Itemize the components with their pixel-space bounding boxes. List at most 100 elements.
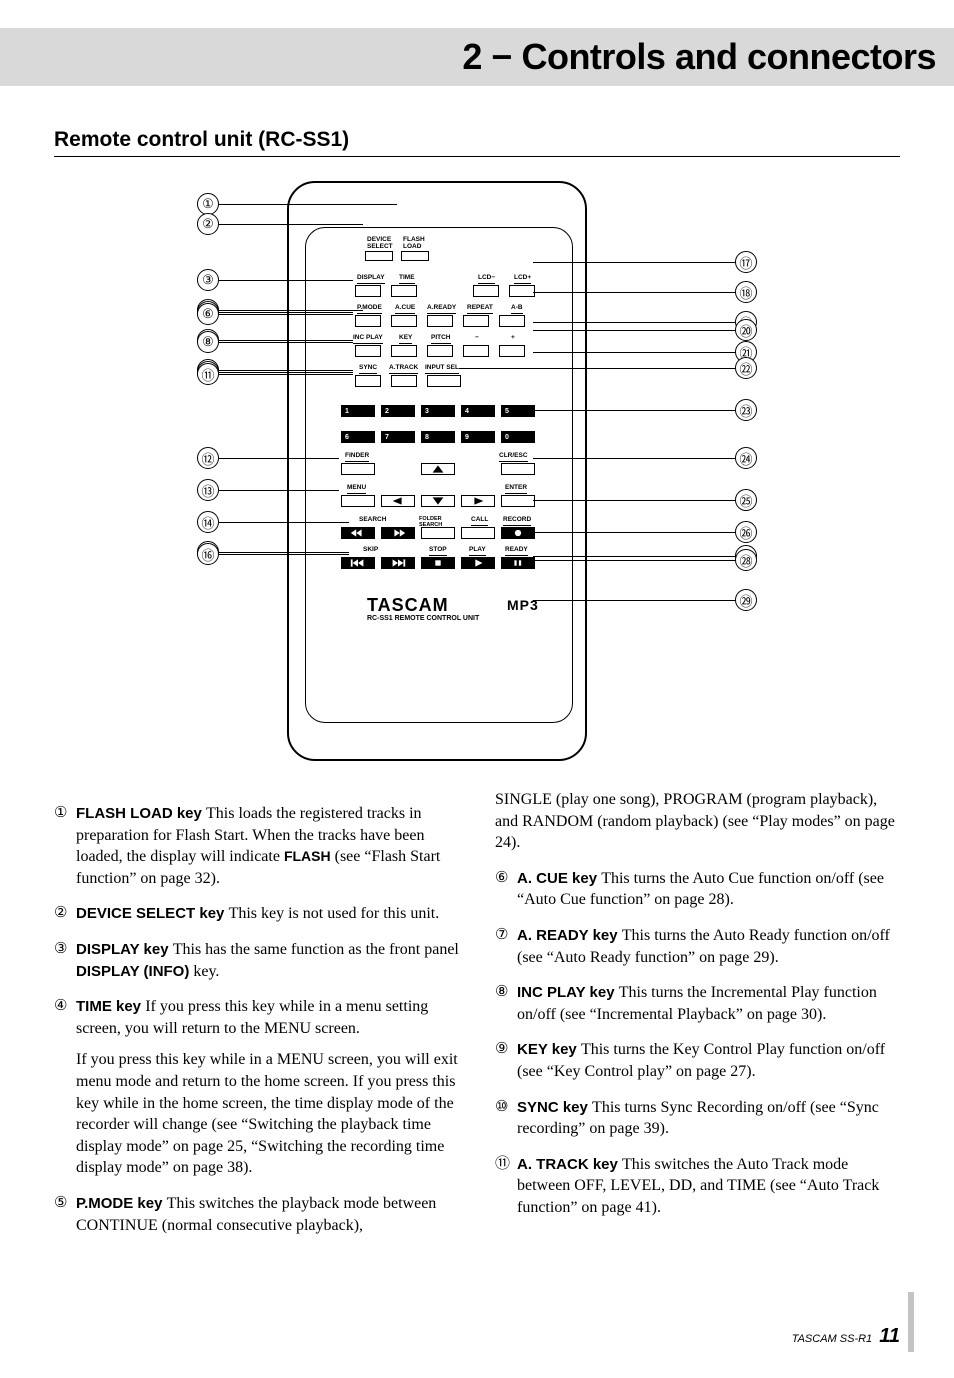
callout-right-23: ㉓	[735, 399, 757, 421]
callout-right-17: ⑰	[735, 251, 757, 273]
btn-key	[391, 345, 417, 357]
desc-entry: ②DEVICE SELECT key This key is not used …	[54, 903, 459, 925]
desc-num: ④	[54, 996, 76, 1179]
btn-folder-search	[421, 527, 455, 539]
callout-left-1: ①	[197, 193, 219, 215]
btn-up	[421, 463, 455, 475]
desc-keyname: FLASH LOAD key	[76, 805, 206, 822]
btn-skip-next	[381, 557, 415, 569]
lead	[219, 552, 349, 553]
btn-lcd-plus	[509, 285, 535, 297]
desc-keyname: TIME key	[76, 998, 145, 1015]
lbl-enter: ENTER	[505, 485, 527, 494]
lead	[219, 370, 353, 371]
desc-entry: ⑦A. READY key This turns the Auto Ready …	[495, 925, 900, 968]
lbl-time: TIME	[399, 275, 415, 284]
btn-call	[461, 527, 495, 539]
lead	[533, 532, 735, 533]
lead	[533, 262, 735, 263]
desc-body: DEVICE SELECT key This key is not used f…	[76, 903, 459, 925]
lbl-lcd-plus: LCD+	[514, 275, 531, 284]
callout-right-29: ㉙	[735, 589, 757, 611]
callout-right-25: ㉕	[735, 489, 757, 511]
desc-num: ③	[54, 939, 76, 982]
desc-num: ⑪	[495, 1154, 517, 1219]
left-column: ①FLASH LOAD key This loads the registere…	[54, 789, 459, 1236]
lead	[533, 410, 735, 411]
desc-body: TIME key If you press this key while in …	[76, 996, 459, 1179]
remote-diagram: DEVICESELECT FLASHLOAD DISPLAY TIME LCD−…	[197, 175, 757, 775]
lead	[533, 322, 735, 323]
desc-entry: ⑨KEY key This turns the Key Control Play…	[495, 1039, 900, 1082]
callout-left-14: ⑭	[197, 511, 219, 533]
btn-enter	[501, 495, 535, 507]
desc-keyname: DEVICE SELECT key	[76, 905, 229, 922]
desc-body: SYNC key This turns Sync Recording on/of…	[517, 1097, 900, 1140]
desc-num: ⑦	[495, 925, 517, 968]
desc-keyname: P.MODE key	[76, 1195, 167, 1212]
btn-inputsel	[427, 375, 461, 387]
lead	[219, 342, 353, 343]
lead	[219, 340, 353, 341]
desc-entry: ①FLASH LOAD key This loads the registere…	[54, 803, 459, 889]
desc-entry: ⑤P.MODE key This switches the playback m…	[54, 1193, 459, 1236]
lead	[219, 372, 353, 373]
lead	[533, 500, 735, 501]
btn-left	[381, 495, 415, 507]
lbl-inputsel: INPUT SEL	[425, 365, 459, 374]
lbl-ab: A-B	[511, 305, 523, 314]
desc-num: ⑨	[495, 1039, 517, 1082]
lbl-incplay: INC PLAY	[353, 335, 383, 344]
desc-keyname: SYNC key	[517, 1099, 592, 1116]
btn-clresc	[501, 463, 535, 475]
lbl-key: KEY	[399, 335, 412, 344]
lbl-device-select: DEVICESELECT	[367, 237, 393, 250]
lbl-ready: READY	[505, 547, 528, 556]
btn-flash-load	[401, 251, 429, 261]
btn-lcd-minus	[473, 285, 499, 297]
btn-atrack	[391, 375, 417, 387]
desc-body: A. CUE key This turns the Auto Cue funct…	[517, 868, 900, 911]
desc-keyname: DISPLAY key	[76, 941, 173, 958]
desc-num: ①	[54, 803, 76, 889]
lbl-skip: SKIP	[363, 547, 378, 554]
callout-right-20: ⑳	[735, 319, 757, 341]
btn-6: 6	[341, 431, 375, 443]
lead	[219, 280, 353, 281]
lead	[219, 522, 349, 523]
desc-body: KEY key This turns the Key Control Play …	[517, 1039, 900, 1082]
lbl-lcd-minus: LCD−	[478, 275, 495, 284]
description-columns: ①FLASH LOAD key This loads the registere…	[54, 789, 900, 1236]
desc-keyname: INC PLAY key	[517, 984, 619, 1001]
desc-entry: ⑪A. TRACK key This switches the Auto Tra…	[495, 1154, 900, 1219]
lbl-play: PLAY	[469, 547, 486, 556]
btn-time	[391, 285, 417, 297]
lbl-plus: +	[511, 335, 515, 342]
lead	[533, 330, 735, 331]
desc-entry: ⑥A. CUE key This turns the Auto Cue func…	[495, 868, 900, 911]
lead	[533, 292, 735, 293]
lead	[219, 312, 353, 313]
desc-text: SINGLE (play one song), PROGRAM (program…	[495, 789, 900, 854]
desc-entry: ⑧INC PLAY key This turns the Incremental…	[495, 982, 900, 1025]
chapter-title: 2 − Controls and connectors	[462, 36, 936, 78]
callout-left-3: ③	[197, 269, 219, 291]
desc-num: ②	[54, 903, 76, 925]
lbl-acue: A.CUE	[395, 305, 415, 314]
btn-7: 7	[381, 431, 415, 443]
lead	[459, 368, 735, 369]
lbl-stop: STOP	[429, 547, 447, 556]
lbl-minus: −	[475, 335, 479, 342]
footer-page: 11	[879, 1325, 900, 1347]
btn-play	[461, 557, 495, 569]
desc-entry: ⑩SYNC key This turns Sync Recording on/o…	[495, 1097, 900, 1140]
remote-outline: DEVICESELECT FLASHLOAD DISPLAY TIME LCD−…	[287, 181, 587, 761]
btn-4: 4	[461, 405, 495, 417]
section-title: Remote control unit (RC-SS1)	[54, 128, 349, 151]
desc-body: A. READY key This turns the Auto Ready f…	[517, 925, 900, 968]
btn-stop	[421, 557, 455, 569]
desc-keyname: A. READY key	[517, 927, 622, 944]
btn-0: 0	[501, 431, 535, 443]
lead	[219, 374, 353, 375]
btn-3: 3	[421, 405, 455, 417]
